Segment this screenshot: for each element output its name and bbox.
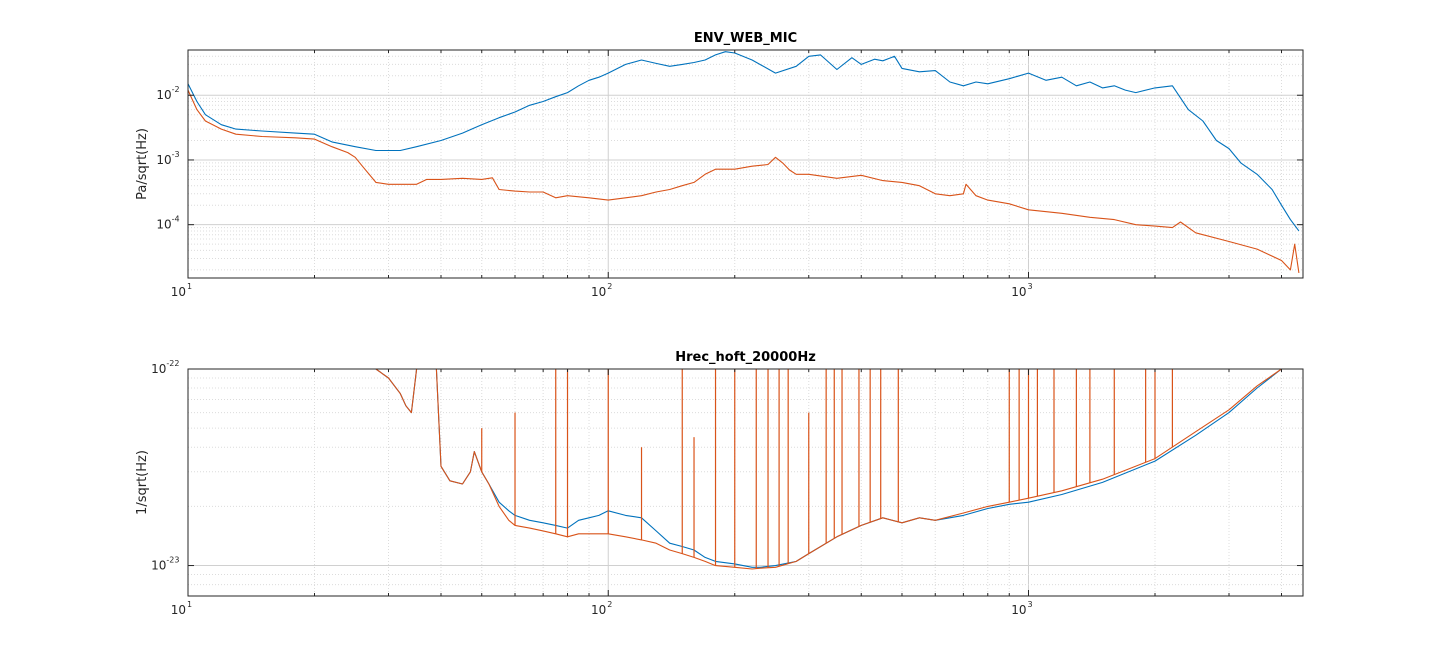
- series-line-0: [187, 51, 1300, 232]
- y-tick-exponent: -23: [166, 556, 179, 565]
- y-tick-exponent: -3: [172, 150, 180, 159]
- axes-frame-hrec-hoft: [187, 368, 1304, 597]
- grid-env-web-mic: [187, 49, 1303, 278]
- y-tick-label: 10: [156, 218, 171, 232]
- x-tick-label: 10: [1011, 285, 1026, 299]
- lines-env-web-mic: [187, 51, 1300, 273]
- y-tick-label: 10: [156, 153, 171, 167]
- y-tick-exponent: -22: [166, 359, 179, 368]
- lines-hrec-hoft: [375, 368, 1282, 570]
- x-tick-exponent: 3: [1027, 600, 1032, 609]
- x-tick-exponent: 1: [187, 282, 192, 291]
- y-axis-label-env-web-mic: Pa/sqrt(Hz): [135, 128, 150, 200]
- y-axis-label-hrec-hoft: 1/sqrt(Hz): [135, 450, 150, 515]
- y-tick-exponent: -2: [172, 85, 180, 94]
- x-tick-exponent: 3: [1027, 282, 1032, 291]
- x-tick-exponent: 2: [607, 600, 612, 609]
- axes-env-web-mic: 10 1 10 2 10 310 -410 -310 -2 ENV_WEB_MIC Pa/sqr…: [135, 31, 1304, 299]
- x-tick-exponent: 1: [187, 600, 192, 609]
- tick-labels-env-web-mic: 10 1 10 2 10 310 -410 -310 -2: [156, 50, 1303, 299]
- y-tick-label: 10: [151, 559, 166, 573]
- series-line-1: [187, 89, 1300, 273]
- x-tick-label: 10: [171, 603, 186, 617]
- x-tick-label: 10: [171, 285, 186, 299]
- x-tick-exponent: 2: [607, 282, 612, 291]
- y-tick-exponent: -4: [172, 215, 180, 224]
- y-tick-label: 10: [156, 88, 171, 102]
- axes-frame-env-web-mic: [187, 49, 1304, 279]
- x-tick-label: 10: [591, 285, 606, 299]
- y-tick-label: 10: [151, 362, 166, 376]
- x-tick-label: 10: [1011, 603, 1026, 617]
- x-tick-label: 10: [591, 603, 606, 617]
- chart-title-hrec-hoft: Hrec_hoft_20000Hz: [675, 350, 816, 365]
- chart-title-env-web-mic: ENV_WEB_MIC: [694, 31, 797, 46]
